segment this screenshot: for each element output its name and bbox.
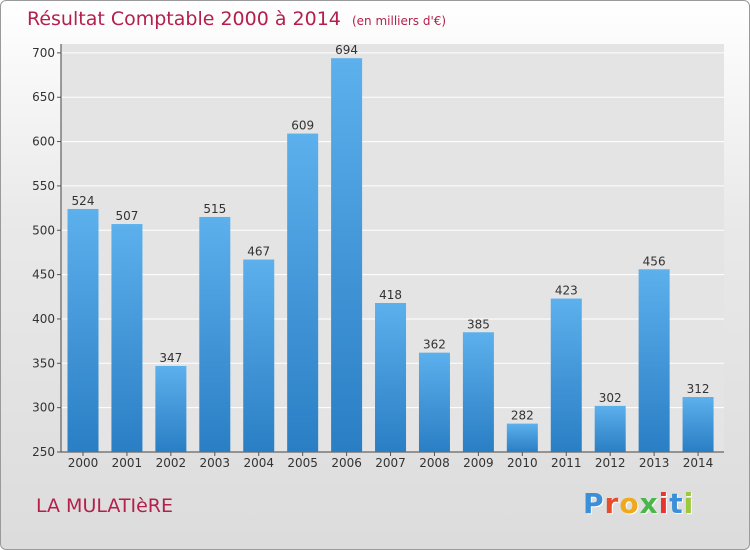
y-tick-label: 550 [32, 179, 55, 193]
y-tick-label: 400 [32, 312, 55, 326]
bar [287, 133, 319, 452]
x-tick-label: 2001 [112, 456, 143, 470]
y-tick-label: 250 [32, 445, 55, 459]
bar [243, 259, 275, 452]
logo-letter: x [639, 487, 659, 520]
data-label: 609 [291, 119, 314, 133]
data-label: 524 [72, 194, 95, 208]
x-tick-label: 2006 [331, 456, 362, 470]
y-tick-label: 450 [32, 268, 55, 282]
data-label: 302 [599, 391, 622, 405]
logo-letter: t [669, 487, 684, 520]
data-label: 282 [511, 409, 534, 423]
bar [638, 269, 670, 452]
data-label: 385 [467, 317, 490, 331]
x-tick-label: 2003 [200, 456, 231, 470]
logo-letter: i [658, 487, 670, 520]
chart-title: Résultat Comptable 2000 à 2014 [27, 8, 341, 30]
data-label: 515 [203, 202, 226, 216]
data-label: 362 [423, 338, 446, 352]
bar [331, 58, 363, 452]
y-tick-label: 700 [32, 46, 55, 60]
x-tick-label: 2013 [639, 456, 670, 470]
bar [111, 224, 143, 452]
y-tick-label: 500 [32, 223, 55, 237]
x-tick-label: 2009 [463, 456, 494, 470]
proxiti-logo[interactable]: Proxiti [583, 487, 694, 520]
x-tick-label: 2002 [156, 456, 187, 470]
data-label: 507 [115, 209, 138, 223]
y-tick-label: 650 [32, 90, 55, 104]
place-name: LA MULATIèRE [36, 495, 174, 517]
bar [550, 298, 582, 452]
bar [594, 405, 626, 452]
bar [199, 216, 231, 452]
x-tick-label: 2010 [507, 456, 538, 470]
x-tick-label: 2012 [595, 456, 626, 470]
bar [462, 332, 494, 452]
chart-title-block: Résultat Comptable 2000 à 2014 (en milli… [27, 8, 446, 30]
logo-letter: r [604, 487, 620, 520]
logo-letter: i [683, 487, 695, 520]
data-label: 312 [687, 382, 710, 396]
x-tick-label: 2011 [551, 456, 582, 470]
data-label: 456 [643, 254, 666, 268]
y-tick-label: 600 [32, 135, 55, 149]
bar [506, 423, 538, 452]
logo-letter: o [619, 487, 640, 520]
logo-letter: P [583, 487, 605, 520]
y-tick-label: 300 [32, 401, 55, 415]
chart-subtitle: (en milliers d'€) [351, 14, 447, 28]
x-tick-label: 2000 [68, 456, 99, 470]
data-label: 418 [379, 288, 402, 302]
x-tick-label: 2014 [683, 456, 714, 470]
data-label: 423 [555, 284, 578, 298]
x-tick-label: 2004 [243, 456, 274, 470]
x-tick-label: 2008 [419, 456, 450, 470]
x-tick-label: 2007 [375, 456, 406, 470]
y-tick-label: 350 [32, 356, 55, 370]
bar [375, 302, 407, 452]
data-label: 467 [247, 245, 270, 259]
bar [155, 365, 187, 452]
bar [682, 397, 714, 452]
data-label: 347 [159, 351, 182, 365]
data-label: 694 [335, 43, 358, 57]
bar [67, 208, 99, 452]
x-tick-label: 2005 [287, 456, 318, 470]
bar [418, 352, 450, 452]
